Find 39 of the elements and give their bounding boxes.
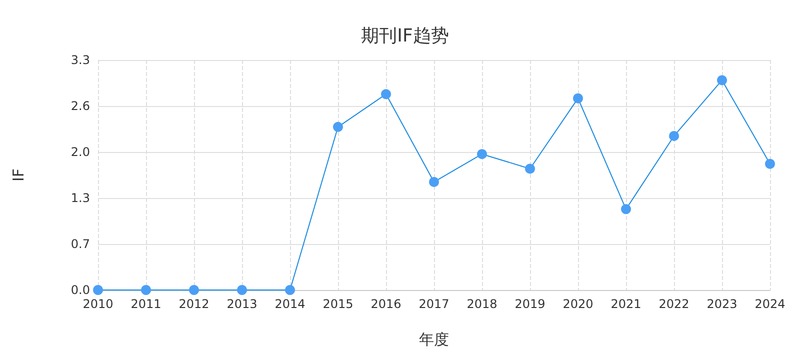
x-tick-label: 2018 xyxy=(466,297,498,311)
point xyxy=(381,89,391,100)
y-axis-title: IF xyxy=(10,168,28,182)
y-tick-label: 0.0 xyxy=(70,283,90,297)
point xyxy=(765,158,775,169)
x-tick-label: 2014 xyxy=(274,297,306,311)
point xyxy=(669,130,679,141)
y-tick-label: 2.6 xyxy=(70,99,90,113)
point xyxy=(525,164,535,174)
point xyxy=(285,285,295,295)
x-tick-label: 2019 xyxy=(514,297,546,311)
point xyxy=(189,285,199,295)
x-tick-label: 2012 xyxy=(178,297,210,311)
x-tick-label: 2011 xyxy=(130,297,162,311)
x-tick-label: 2010 xyxy=(82,297,114,311)
x-tick-label: 2013 xyxy=(226,297,258,311)
point xyxy=(429,176,439,187)
y-tick-label: 1.3 xyxy=(70,191,90,205)
chart-title: 期刊IF趋势 xyxy=(361,26,449,46)
x-tick-label: 2020 xyxy=(562,297,594,311)
point xyxy=(477,149,487,160)
y-tick-label: 2.0 xyxy=(70,145,90,159)
x-tick-label: 2022 xyxy=(658,297,690,311)
point xyxy=(621,204,631,214)
point xyxy=(93,285,103,295)
y-tick-label: 3.3 xyxy=(70,53,90,67)
x-tick-label: 2021 xyxy=(610,297,642,311)
point xyxy=(141,285,151,295)
point xyxy=(333,122,343,132)
point xyxy=(237,285,247,295)
point xyxy=(573,93,583,104)
x-tick-label: 2017 xyxy=(418,297,450,311)
x-tick-label: 2016 xyxy=(370,297,402,311)
x-tick-label: 2023 xyxy=(706,297,738,311)
y-tick-label: 0.7 xyxy=(70,237,90,251)
x-tick-label: 2015 xyxy=(322,297,354,311)
point xyxy=(717,75,727,86)
x-tick-label: 2024 xyxy=(754,297,786,311)
x-axis-title: 年度 xyxy=(419,330,449,348)
